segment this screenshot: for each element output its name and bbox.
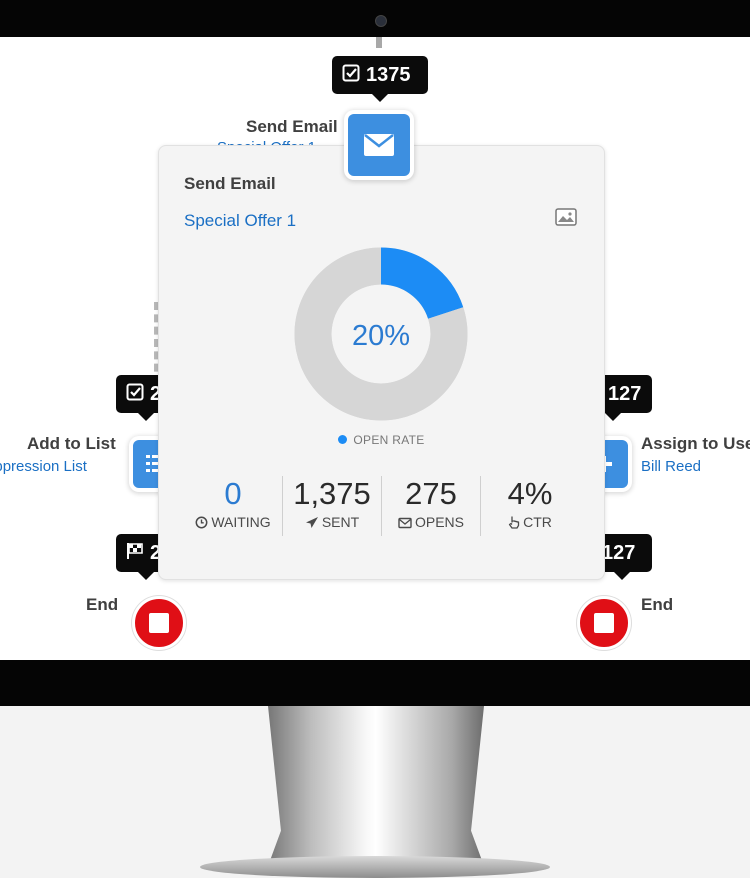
left-count-value: 2	[150, 383, 162, 405]
donut-slice-1	[294, 247, 468, 421]
stat-sent-label: SENT	[321, 514, 360, 530]
top-count-badge: 1375	[332, 56, 428, 102]
assign-user-subtitle[interactable]: Bill Reed	[641, 458, 702, 475]
legend-dot	[338, 435, 348, 444]
monitor-bottom-bezel	[0, 660, 750, 706]
stat-sent-label-row: SENT	[283, 514, 381, 530]
send-email-node-title: Send Email	[246, 117, 338, 136]
add-to-list-subtitle[interactable]: Suppression List	[0, 458, 87, 475]
connector-top	[376, 37, 382, 48]
popover-subtitle[interactable]: Special Offer 1	[184, 211, 297, 230]
checkbox-icon	[342, 57, 360, 95]
left-end-count: 2	[150, 542, 162, 564]
send-email-node[interactable]	[348, 114, 410, 176]
popover-title: Send Email	[184, 174, 276, 193]
stat-opens-label-row: OPENS	[382, 514, 480, 530]
envelope-icon	[398, 517, 412, 529]
checkbox-icon	[126, 376, 144, 414]
stat-sent-value: 1,375	[293, 476, 371, 511]
assign-user-title: Assign to User	[641, 434, 750, 453]
stat-ctr: 4% CTR	[480, 476, 579, 536]
envelope-icon	[364, 134, 394, 156]
journey-canvas[interactable]: 1375 Send Email Special Offer 1 2 127 Ad…	[0, 37, 750, 660]
pointer-hand-icon	[508, 516, 520, 529]
flag-icon	[126, 535, 144, 573]
stats-row: 0 WAITING 1,375 SENT 275 OPENS 4%	[184, 476, 579, 536]
stand-base	[200, 856, 550, 878]
left-branch-line	[154, 302, 158, 384]
chart-legend: OPEN RATE	[159, 433, 604, 447]
donut-slice-0	[380, 247, 464, 320]
stat-ctr-label: CTR	[523, 514, 552, 530]
legend-label: OPEN RATE	[353, 433, 425, 447]
monitor-stand	[0, 706, 750, 878]
top-count-value: 1375	[366, 64, 411, 86]
stat-opens-value: 275	[405, 476, 457, 511]
stat-waiting-label-row: WAITING	[184, 514, 282, 530]
donut-center-value: 20%	[352, 320, 410, 352]
left-end-label: End	[86, 595, 119, 614]
right-count-value: 127	[608, 383, 642, 405]
stat-sent: 1,375 SENT	[282, 476, 381, 536]
stat-waiting-label: WAITING	[211, 514, 271, 530]
right-end-count: 127	[602, 542, 636, 564]
camera-dot	[375, 15, 387, 27]
stat-ctr-label-row: CTR	[481, 514, 579, 530]
right-end-label: End	[641, 595, 674, 614]
left-end-node[interactable]	[132, 596, 186, 650]
stop-icon	[594, 613, 614, 633]
image-preview-icon[interactable]	[555, 208, 577, 226]
right-end-node[interactable]	[577, 596, 631, 650]
paper-plane-icon	[305, 517, 318, 528]
stat-waiting-value: 0	[224, 476, 242, 511]
stat-opens-label: OPENS	[414, 514, 464, 530]
stop-icon	[149, 613, 169, 633]
stat-opens: 275 OPENS	[381, 476, 480, 536]
open-rate-donut-chart: 20%	[294, 247, 468, 421]
stat-ctr-value: 4%	[507, 476, 553, 511]
add-to-list-title: Add to List	[27, 434, 116, 453]
monitor-top-bezel	[0, 0, 750, 37]
clock-icon	[195, 516, 208, 529]
stand-neck	[268, 706, 484, 866]
stat-waiting: 0 WAITING	[184, 476, 282, 536]
send-email-stats-popover: Send Email Special Offer 1 20% OPEN RATE…	[158, 145, 605, 580]
